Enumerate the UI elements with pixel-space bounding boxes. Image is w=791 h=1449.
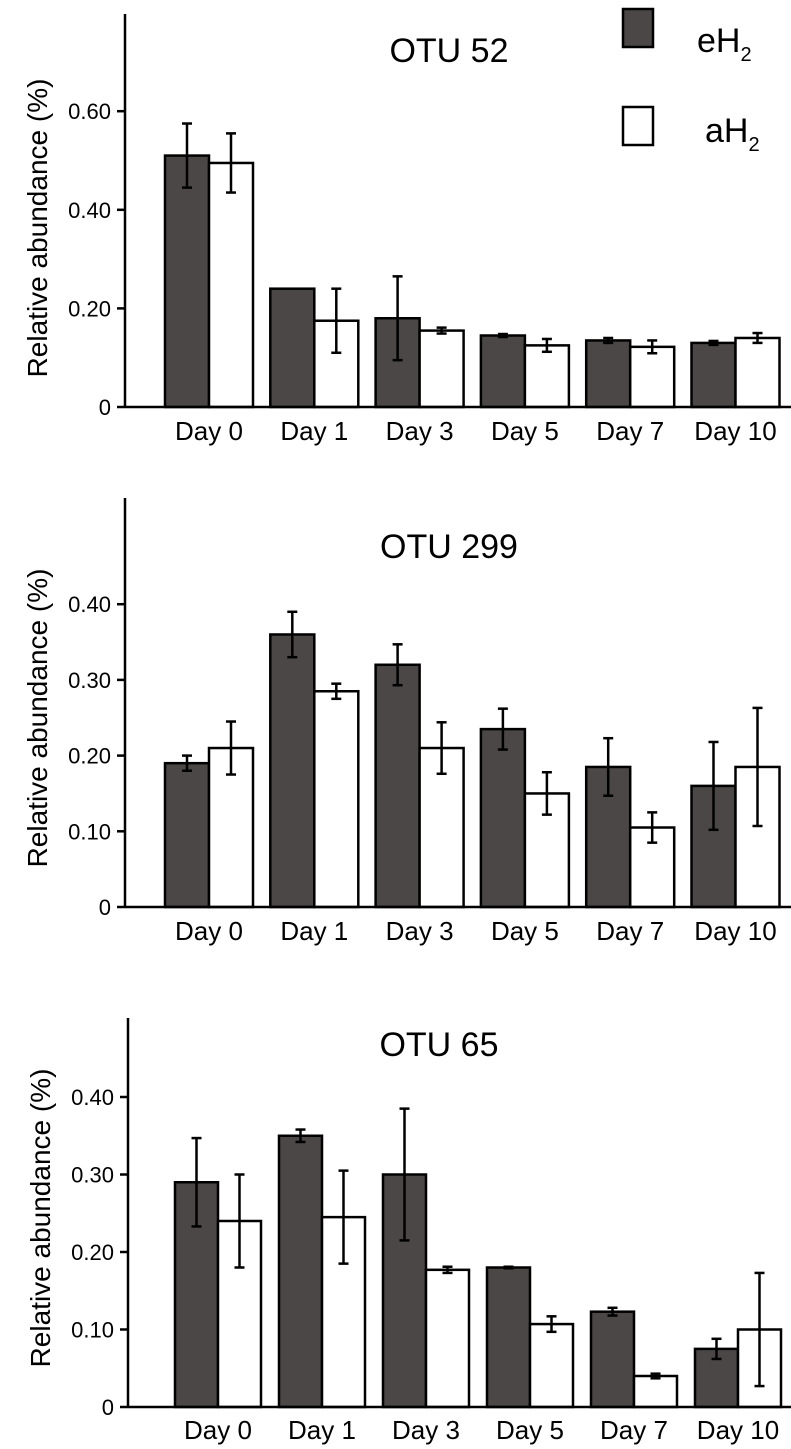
y-tick-label: 0.20 [71,1240,114,1265]
bar-eh2 [374,663,421,909]
bar-ah2 [523,344,571,409]
chart-panel-otu-299: OTU 299 Relative abundance (%) 0 0.10 0.20 0.… [22,498,791,946]
bar-eh2 [269,633,316,909]
bar-eh2 [589,1310,636,1409]
x-tick-label: Day 0 [175,916,243,946]
x-tick-label: Day 5 [491,916,559,946]
legend-label-ah2: aH2 [705,112,760,156]
x-tick-label: Day 3 [386,416,454,446]
bar-eh2 [690,341,737,409]
y-axis-label: Relative abundance (%) [22,569,53,868]
bar-ah2 [632,1374,679,1409]
x-tick-label: Day 1 [280,416,348,446]
bar-ah2 [313,690,360,909]
x-tick-label: Day 0 [184,1415,252,1445]
chart-panels: OTU 52 Relative abundance (%) 0 0.20 0.40 0.6… [22,14,791,1445]
x-tick-label: Day 7 [596,916,664,946]
y-tick-label: 0.60 [68,99,111,124]
y-tick-label: 0.40 [68,592,111,617]
bar-eh2 [479,727,527,909]
chart-title: OTU 65 [379,1026,498,1064]
x-tick-label: Day 3 [392,1415,460,1445]
x-tick-label: Day 10 [694,416,776,446]
y-tick-label: 0 [99,895,111,920]
x-tick-label: Day 7 [600,1415,668,1445]
legend-swatch-ah2 [621,105,655,147]
y-tick-label: 0.10 [71,1318,114,1343]
y-tick-label: 0.20 [68,744,111,769]
y-tick-label: 0.20 [68,296,111,321]
chart-title: OTU 52 [389,32,508,70]
x-tick-label: Day 5 [491,416,559,446]
y-axis-label: Relative abundance (%) [25,1069,56,1368]
y-tick-label: 0.10 [68,819,111,844]
x-tick-label: Day 1 [280,916,348,946]
x-tick-label: Day 7 [596,416,664,446]
y-axis-label: Relative abundance (%) [22,79,53,378]
legend-swatch-eh2 [621,7,655,49]
bar-ah2 [528,1322,575,1409]
y-tick-label: 0.30 [68,668,111,693]
x-tick-label: Day 3 [386,916,454,946]
bar-ah2 [418,329,465,409]
bar-eh2 [269,287,316,409]
x-tick-label: Day 10 [694,916,776,946]
x-tick-label: Day 10 [697,1415,779,1445]
y-tick-label: 0 [99,395,111,420]
x-tick-label: Day 1 [288,1415,356,1445]
legend-label-eh2: eH2 [697,22,752,66]
bar-eh2 [163,154,211,409]
chart-panel-otu-52: OTU 52 Relative abundance (%) 0 0.20 0.40 0.6… [22,14,791,446]
y-tick-label: 0.30 [71,1163,114,1188]
bar-eh2 [277,1134,324,1409]
bar-ah2 [628,345,676,409]
x-tick-label: Day 0 [175,416,243,446]
y-tick-label: 0.40 [71,1085,114,1110]
legend: eH2 aH2 [621,7,760,156]
bar-eh2 [584,339,632,409]
bar-ah2 [628,826,676,909]
bar-ah2 [734,336,781,409]
bar-ah2 [424,1268,471,1409]
chart-panel-otu-65: OTU 65 Relative abundance (%) 0 0.10 0.20 0.3… [25,1018,791,1445]
x-tick-label: Day 5 [496,1415,564,1445]
bar-ah2 [207,161,255,409]
bar-eh2 [479,334,527,409]
y-tick-label: 0.40 [68,198,111,223]
bar-eh2 [485,1266,532,1409]
bar-eh2 [163,761,211,909]
chart-title: OTU 299 [380,528,518,566]
y-tick-label: 0 [102,1395,114,1420]
